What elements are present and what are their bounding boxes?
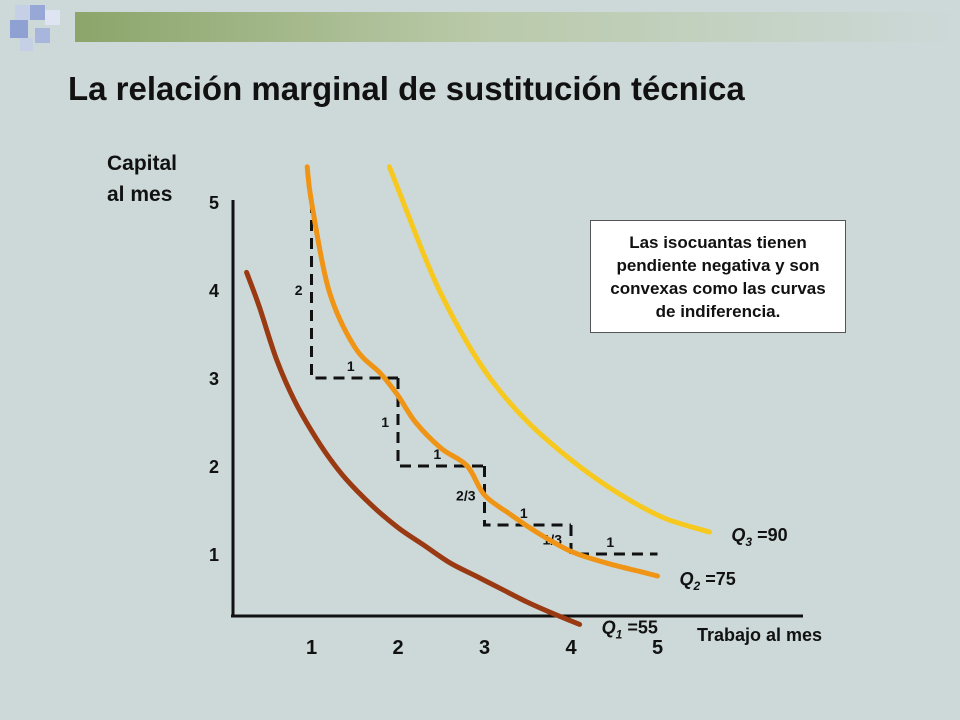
axes (231, 200, 803, 618)
isoquant-q3 (386, 164, 712, 535)
y-axis-label-line-2: al mes (107, 183, 172, 206)
x-tick-label: 1 (306, 637, 317, 659)
delta-capital-label: 1 (381, 414, 389, 430)
x-axis-label: Trabajo al mes (697, 625, 822, 645)
x-tick-label: 3 (479, 637, 490, 659)
series-labels: Q1 =55 Q2 =75 Q3 =90 (602, 525, 788, 641)
deco-square (10, 20, 28, 38)
annotation-text: Las isocuantas tienen pendiente negativa… (610, 232, 826, 321)
decorative-squares (0, 0, 80, 60)
rmst-step (569, 524, 658, 556)
y-tick-label: 3 (209, 369, 219, 389)
y-tick-label: 2 (209, 457, 219, 477)
x-tick-label: 5 (652, 637, 663, 659)
rmst-step (396, 378, 485, 468)
deco-square (35, 28, 50, 43)
deco-square (30, 5, 45, 20)
y-axis-label-line-1: Capital (107, 152, 177, 175)
delta-labor-label: 1 (433, 446, 441, 462)
y-tick-label: 4 (209, 281, 219, 301)
y-tick-labels: 1 2 3 4 5 (209, 193, 219, 565)
delta-labor-label: 1 (347, 358, 355, 374)
series-label-q2: Q2 =75 (680, 569, 736, 593)
delta-capital-label: 2 (295, 282, 303, 298)
annotation-box: Las isocuantas tienen pendiente negativa… (590, 220, 846, 333)
isoquant-q2 (304, 164, 660, 579)
delta-labor-label: 1 (606, 534, 614, 550)
series-label-q1: Q1 =55 (602, 617, 658, 641)
decorative-header-bar (75, 12, 960, 42)
x-tick-label: 4 (565, 637, 577, 659)
x-tick-label: 2 (392, 637, 403, 659)
isoquant-curves (244, 164, 712, 627)
delta-labor-label: 1 (520, 505, 528, 521)
rmst-step (310, 202, 398, 380)
y-tick-label: 1 (209, 545, 219, 565)
y-tick-label: 5 (209, 193, 219, 213)
series-label-q3: Q3 =90 (731, 525, 787, 549)
x-tick-labels: 1 2 3 4 5 (306, 637, 663, 659)
deco-square (15, 5, 30, 20)
deco-square (20, 38, 33, 51)
rmst-step (483, 466, 571, 527)
page-title: La relación marginal de sustitución técn… (68, 70, 745, 107)
isoquant-q1 (244, 269, 583, 627)
delta-capital-label: 2/3 (456, 487, 476, 503)
deco-square (45, 10, 60, 25)
